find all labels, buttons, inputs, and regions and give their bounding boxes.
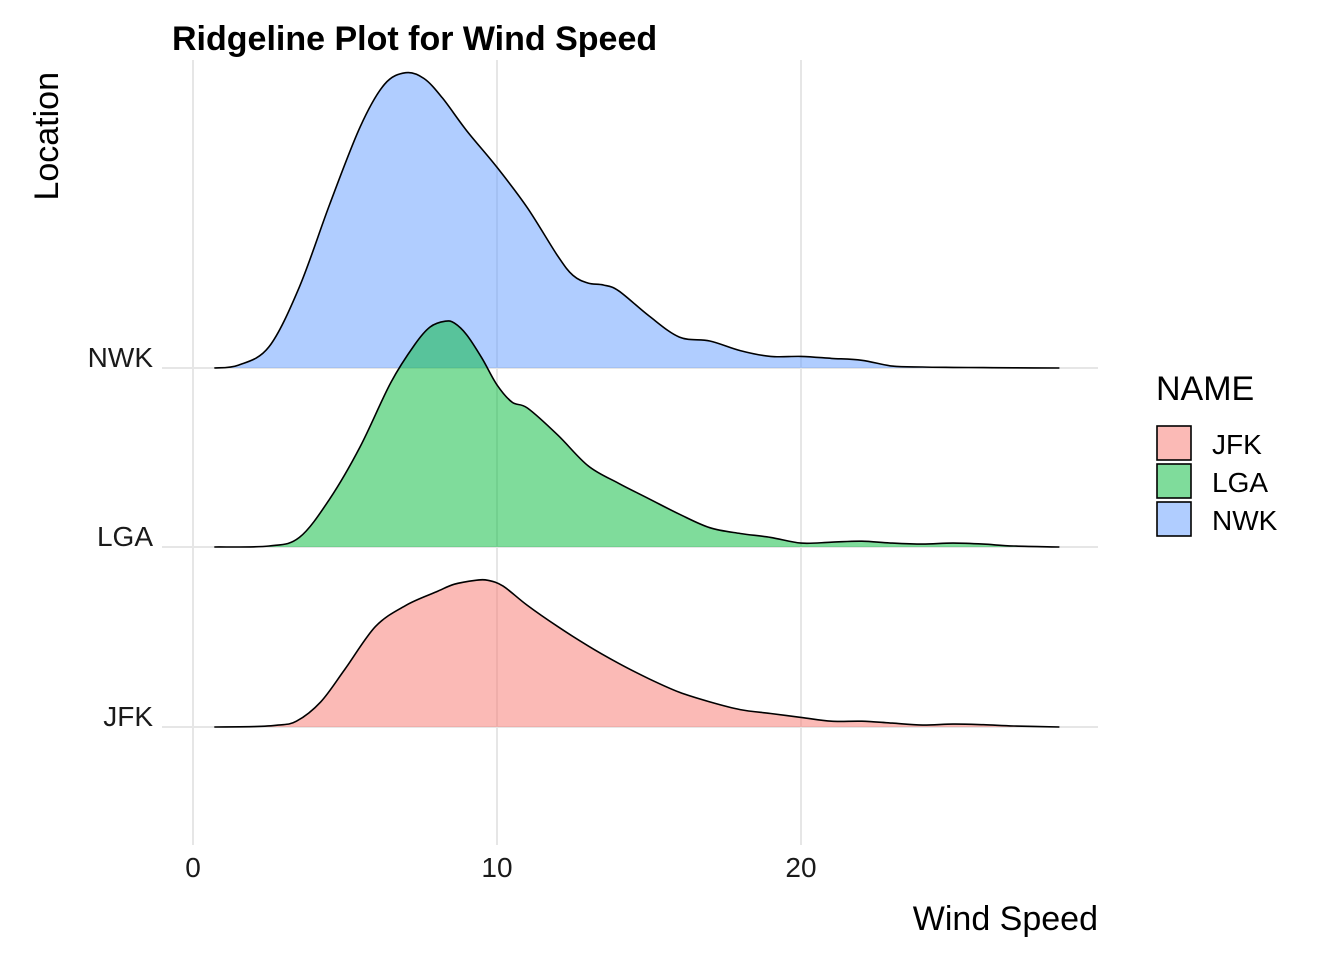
legend-item-lga: LGA <box>1156 463 1268 499</box>
ridge-outline-lga <box>214 320 1060 548</box>
legend-swatch-lga <box>1156 463 1192 499</box>
y-ticks: JFK LGA NWK <box>88 342 154 732</box>
ridge-jfk <box>214 578 1060 728</box>
chart-title: Ridgeline Plot for Wind Speed <box>172 20 657 58</box>
x-ticks: 0 10 20 <box>185 852 816 883</box>
legend-item-nwk: NWK <box>1156 501 1278 537</box>
ridge-lga <box>214 320 1060 548</box>
grid-lines <box>162 60 1098 845</box>
ridges <box>214 71 1060 728</box>
legend-label-jfk: JFK <box>1212 429 1262 460</box>
ridge-nwk <box>214 71 1060 369</box>
ridge-fill-nwk <box>214 72 1060 369</box>
x-axis-title: Wind Speed <box>913 900 1098 938</box>
ridge-fill-jfk <box>214 579 1060 727</box>
legend-item-jfk: JFK <box>1156 425 1262 461</box>
ridge-outline-nwk <box>214 71 1060 369</box>
y-tick-nwk: NWK <box>88 342 154 373</box>
legend: NAME JFK LGA NWK <box>1156 370 1278 537</box>
legend-label-lga: LGA <box>1212 467 1268 498</box>
y-tick-jfk: JFK <box>103 701 153 732</box>
legend-swatch-nwk <box>1156 501 1192 537</box>
ridge-outline-jfk <box>214 578 1060 728</box>
legend-label-nwk: NWK <box>1212 505 1278 536</box>
y-axis-title: Location <box>28 72 66 201</box>
legend-title: NAME <box>1156 370 1254 408</box>
x-tick-20: 20 <box>785 852 816 883</box>
y-tick-lga: LGA <box>97 521 153 552</box>
x-tick-10: 10 <box>481 852 512 883</box>
legend-swatch-jfk <box>1156 425 1192 461</box>
ridge-fill-lga <box>214 320 1060 548</box>
x-tick-0: 0 <box>185 852 201 883</box>
